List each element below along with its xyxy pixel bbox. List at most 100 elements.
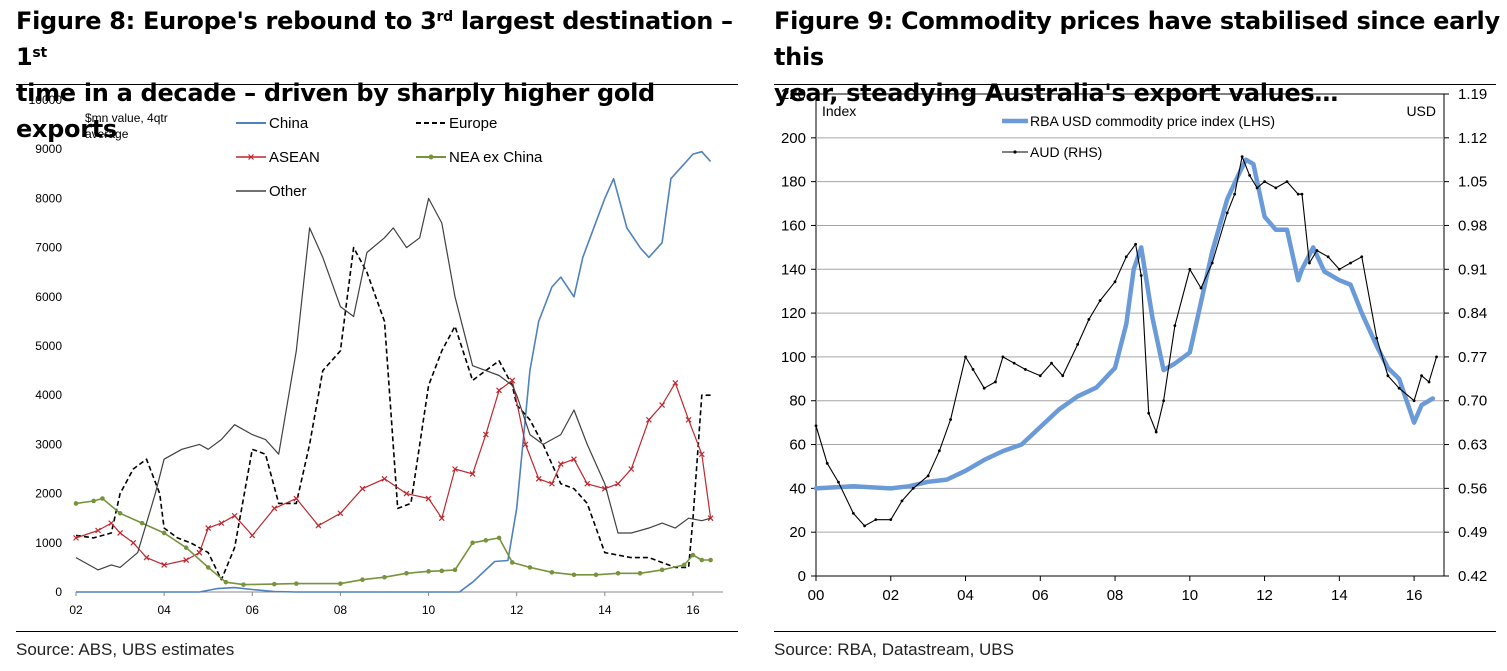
figure-8-point-asean bbox=[95, 527, 101, 534]
figure-9-left-tick-120: 120 bbox=[781, 305, 806, 322]
figure-9-source: Source: RBA, Datastream, UBS bbox=[774, 640, 1014, 659]
figure-8-x-tick-14: 14 bbox=[598, 603, 612, 617]
figure-8-point-asean bbox=[698, 451, 705, 458]
figure-8-legend-label-china: China bbox=[269, 115, 309, 132]
figure-8-point-nea-ex-china bbox=[382, 574, 387, 580]
figure-9-left-tick-40: 40 bbox=[789, 480, 806, 497]
figure-9-point-aud bbox=[1173, 324, 1177, 328]
figure-8-y-tick-4000: 4000 bbox=[35, 388, 62, 402]
figure-8-x-tick-08: 08 bbox=[334, 603, 348, 617]
figure-9-point-aud bbox=[1263, 180, 1266, 184]
figure-8-point-asean bbox=[452, 466, 458, 472]
figure-9-point-aud bbox=[814, 424, 818, 428]
figure-9-left-tick-80: 80 bbox=[789, 393, 806, 410]
figure-8-x-tick-06: 06 bbox=[246, 603, 260, 617]
figure-9-point-aud bbox=[1435, 355, 1438, 359]
figure-9-point-aud bbox=[1139, 274, 1143, 277]
figure-8-y-tick-5000: 5000 bbox=[35, 339, 62, 353]
figure-9-right-tick-0.98: 0.98 bbox=[1458, 217, 1487, 234]
figure-9-point-aud bbox=[1087, 317, 1091, 321]
figure-8-point-asean bbox=[571, 456, 577, 463]
figure-8-series-other bbox=[75, 197, 711, 571]
figure-9-left-tick-100: 100 bbox=[781, 349, 806, 366]
figure-9-right-tick-0.91: 0.91 bbox=[1458, 261, 1487, 278]
figure-8-point-asean bbox=[249, 532, 256, 539]
figure-8-top-rule bbox=[16, 84, 738, 85]
figure-9-top-rule bbox=[774, 84, 1496, 85]
figure-9-point-aud bbox=[1420, 374, 1423, 378]
figure-8-point-nea-ex-china bbox=[73, 501, 79, 506]
figure-8-point-nea-ex-china bbox=[615, 571, 621, 576]
figure-8-point-asean bbox=[522, 441, 529, 448]
figure-8-point-asean bbox=[231, 512, 238, 519]
figure-8-point-asean bbox=[359, 485, 366, 492]
figure-9-point-aud bbox=[1154, 430, 1158, 434]
figure-9-point-aud bbox=[1162, 399, 1166, 403]
figure-8-point-nea-ex-china bbox=[681, 562, 687, 568]
figure-8-legend-label-europe: Europe bbox=[449, 115, 497, 132]
figure-8-point-nea-ex-china bbox=[272, 581, 277, 587]
figure-9-point-aud bbox=[1012, 361, 1016, 365]
figure-8-point-nea-ex-china bbox=[100, 496, 105, 501]
figure-9-right-axis-label: USD bbox=[1406, 103, 1436, 119]
figure-9-right-tick-0.56: 0.56 bbox=[1458, 480, 1487, 497]
figure-8-point-asean bbox=[117, 530, 123, 536]
figure-8-point-asean bbox=[337, 510, 344, 517]
figure-8-bottom-rule bbox=[16, 631, 738, 632]
figure-9-point-aud bbox=[1296, 192, 1300, 196]
figure-9-series-aud bbox=[815, 156, 1438, 527]
figure-9-plot-frame bbox=[815, 93, 1445, 577]
figure-9-series-rba-commodity-index bbox=[813, 157, 1436, 491]
figure-8-point-nea-ex-china bbox=[294, 581, 299, 586]
figure-8-point-nea-ex-china bbox=[699, 557, 705, 563]
figure-8-source: Source: ABS, UBS estimates bbox=[16, 640, 235, 659]
figure-9-point-aud bbox=[964, 355, 967, 359]
figure-8-point-asean bbox=[535, 475, 542, 482]
figure-9-legend: RBA USD commodity price index (LHS) AUD (… bbox=[1002, 113, 1275, 160]
figure-8-point-asean bbox=[205, 525, 212, 531]
figure-9-point-aud bbox=[911, 486, 915, 490]
figure-8-y-tick-0: 0 bbox=[55, 585, 62, 599]
figure-9-point-aud bbox=[1098, 299, 1102, 302]
figure-9-point-aud bbox=[1124, 255, 1128, 259]
figure-9-point-aud bbox=[1038, 374, 1042, 378]
figure-9-x-tick-10: 10 bbox=[1181, 587, 1198, 604]
figure-8-point-asean bbox=[381, 475, 388, 482]
figure-8-series bbox=[73, 150, 714, 593]
figure-8-point-nea-ex-china bbox=[509, 560, 515, 565]
figure-8-point-nea-ex-china bbox=[439, 568, 445, 574]
figure-9-x-tick-14: 14 bbox=[1331, 587, 1348, 604]
figure-9-x-tick-04: 04 bbox=[957, 587, 974, 604]
figure-9-title: Figure 9: Commodity prices have stabilis… bbox=[774, 3, 1504, 111]
figure-8-point-asean bbox=[218, 520, 225, 527]
figure-8-point-asean bbox=[425, 495, 432, 502]
figure-9-right-tick-labels: 0.42 0.49 0.56 0.63 0.70 0.77 0.84 0.91 0.98 1.05… bbox=[1458, 88, 1487, 585]
figure-9-x-tick-06: 06 bbox=[1032, 587, 1049, 604]
figure-8-point-asean bbox=[659, 402, 666, 408]
figure-9-point-aud bbox=[1337, 267, 1341, 271]
figure-8-point-nea-ex-china bbox=[139, 520, 145, 526]
figure-9-point-aud bbox=[1225, 211, 1229, 215]
figure-9-right-tick-0.70: 0.70 bbox=[1458, 393, 1487, 410]
figure-9-x-tick-00: 00 bbox=[808, 587, 825, 604]
figure-9-point-aud bbox=[863, 524, 866, 528]
figure-8-point-asean bbox=[496, 387, 502, 394]
figure-8-point-asean bbox=[615, 480, 621, 487]
figure-8-point-asean bbox=[469, 470, 476, 477]
figure-8-point-nea-ex-china bbox=[571, 572, 577, 578]
figure-8-x-tick-02: 02 bbox=[69, 603, 83, 617]
figure-9-series bbox=[813, 155, 1438, 528]
figure-9-right-tick-0.77: 0.77 bbox=[1458, 349, 1487, 366]
figure-9-point-aud bbox=[937, 449, 941, 453]
figure-8-point-asean bbox=[183, 557, 190, 563]
figure-9-point-aud bbox=[1001, 355, 1005, 359]
figure-8-point-nea-ex-china bbox=[470, 540, 475, 546]
figure-9-legend-marker-aud bbox=[1013, 150, 1017, 154]
figure-8-point-asean bbox=[685, 416, 692, 423]
figure-8-point-nea-ex-china bbox=[549, 570, 555, 575]
figure-8-y-tick-8000: 8000 bbox=[35, 191, 62, 205]
figure-9-point-aud bbox=[825, 461, 829, 465]
figure-8-point-asean bbox=[130, 539, 137, 546]
figure-9-left-tick-200: 200 bbox=[781, 130, 806, 147]
figure-9-point-aud bbox=[1210, 261, 1214, 265]
